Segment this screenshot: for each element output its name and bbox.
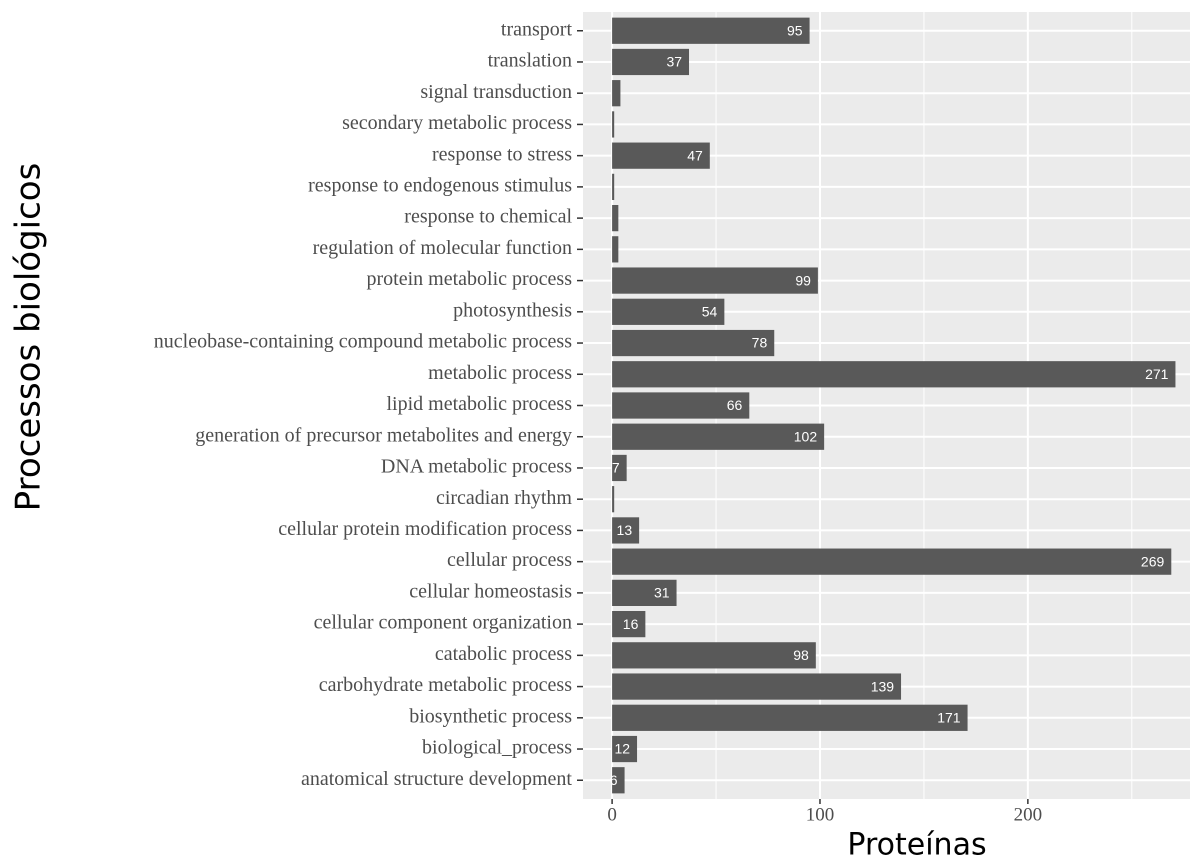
bar (612, 454, 627, 482)
bar (612, 392, 750, 419)
bar (612, 205, 619, 232)
value-label: 54 (702, 304, 718, 320)
value-label: 37 (666, 54, 682, 70)
y-tick-label: biosynthetic process (409, 705, 572, 727)
y-tick-label: response to chemical (404, 206, 572, 228)
y-tick-label: lipid metabolic process (386, 393, 572, 415)
y-tick-label: cellular component organization (314, 612, 572, 634)
y-tick-label: regulation of molecular function (313, 237, 572, 259)
bar (612, 517, 640, 544)
y-tick-label: secondary metabolic process (342, 112, 572, 134)
x-tick-label: 200 (1014, 804, 1043, 825)
value-label: 13 (617, 522, 633, 538)
y-tick-label: DNA metabolic process (381, 456, 572, 478)
bar (612, 361, 1176, 388)
y-tick-label: cellular process (447, 549, 572, 571)
bar (612, 673, 902, 700)
value-label: 6 (610, 772, 618, 788)
bar (612, 704, 968, 731)
bar (612, 329, 775, 357)
value-label: 78 (752, 335, 768, 351)
bar (612, 423, 825, 450)
y-tick-label: anatomical structure development (301, 768, 572, 790)
y-tick-label: cellular homeostasis (409, 580, 572, 602)
bar (612, 267, 818, 294)
y-tick-label: transport (501, 18, 573, 40)
value-label: 66 (727, 397, 743, 413)
bar (612, 173, 615, 201)
value-label: 269 (1141, 553, 1165, 569)
x-axis-title: Proteínas (847, 828, 986, 859)
value-label: 16 (623, 616, 639, 632)
x-tick-label: 0 (607, 804, 617, 825)
value-label: 95 (787, 22, 803, 38)
y-tick-label: translation (488, 50, 572, 72)
bars (612, 17, 1176, 794)
value-label: 12 (614, 741, 630, 757)
y-axis-title: Processos biológicos (9, 163, 49, 512)
bar (612, 17, 810, 44)
y-tick-label: nucleobase-containing compound metabolic… (154, 331, 572, 353)
y-tick-label: metabolic process (428, 362, 572, 384)
bar (612, 642, 816, 669)
bar (612, 111, 615, 138)
x-tick-label: 100 (806, 804, 835, 825)
y-tick-label: biological_process (422, 737, 572, 759)
y-tick-label: response to stress (432, 143, 572, 165)
value-label: 171 (937, 710, 961, 726)
bar (612, 548, 1172, 575)
value-label: 98 (793, 647, 809, 663)
y-tick-label: circadian rhythm (436, 487, 572, 509)
bar (612, 735, 638, 763)
value-label: 31 (654, 585, 670, 601)
y-tick-label: carbohydrate metabolic process (319, 674, 572, 696)
bar (612, 486, 615, 513)
y-tick-label: generation of precursor metabolites and … (195, 424, 572, 446)
value-label: 47 (687, 147, 703, 163)
y-tick-label: response to endogenous stimulus (308, 174, 572, 196)
bar (612, 767, 625, 794)
bar (612, 236, 619, 263)
bar (612, 579, 677, 606)
bar (612, 48, 690, 76)
y-tick-label: photosynthesis (453, 299, 572, 321)
bar (612, 142, 710, 169)
y-tick-label: cellular protein modification process (278, 518, 572, 540)
y-tick-label: signal transduction (420, 81, 572, 103)
bar (612, 610, 646, 638)
value-label: 271 (1145, 366, 1169, 382)
value-label: 99 (795, 272, 811, 288)
value-label: 102 (794, 428, 818, 444)
y-tick-label: protein metabolic process (367, 268, 573, 290)
value-label: 139 (871, 678, 895, 694)
y-tick-label: catabolic process (435, 643, 572, 665)
bar (612, 80, 621, 107)
bar (612, 298, 725, 325)
value-label: 7 (612, 460, 620, 476)
